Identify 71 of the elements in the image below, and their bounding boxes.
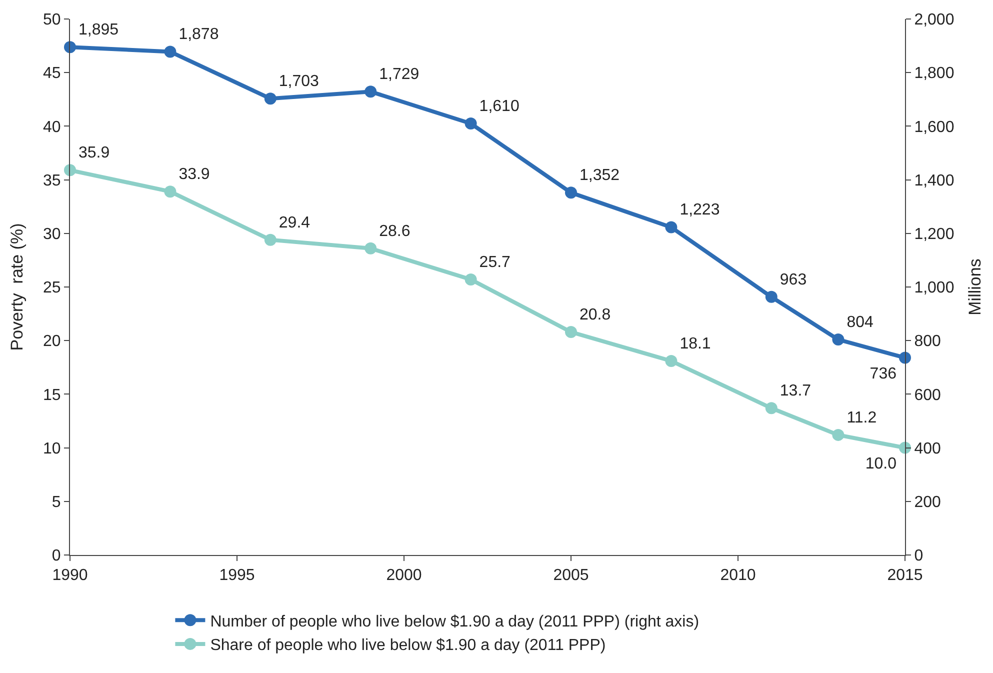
y2-tick-label: 1,600 — [914, 118, 954, 136]
data-label: 20.8 — [580, 306, 611, 324]
data-label: 29.4 — [278, 214, 310, 232]
point — [264, 92, 276, 105]
y-tick-label: 10 — [43, 440, 61, 458]
point — [565, 326, 577, 338]
y-tick-label: 50 — [43, 12, 61, 29]
y-axis-title: Poverty rate (%) — [8, 223, 27, 351]
data-label: 804 — [846, 314, 874, 332]
y-tick-label: 25 — [43, 280, 61, 297]
y-tick-label: 40 — [43, 118, 61, 136]
y-tick-label: 35 — [43, 172, 61, 190]
data-label: 1,729 — [379, 66, 420, 84]
point — [364, 242, 377, 254]
data-label: 1,610 — [479, 98, 520, 116]
legend-label: Number of people who live below $1.90 a day (2011 PPP) (right axis) — [210, 613, 700, 630]
data-label: 1,223 — [680, 202, 720, 219]
point — [264, 234, 276, 246]
data-label: 28.6 — [379, 222, 410, 240]
y2-tick-label: 1,400 — [914, 172, 954, 190]
point — [164, 46, 176, 58]
x-tick-label: 2000 — [386, 567, 422, 584]
y2-tick-label: 2,000 — [914, 12, 954, 29]
y-tick-label: 30 — [43, 226, 61, 243]
point — [765, 402, 778, 414]
y2-tick-label: 0 — [914, 548, 924, 565]
data-label: 25.7 — [479, 254, 511, 271]
y2-axis-title: Millions — [966, 258, 985, 316]
y2-tick-label: 1,800 — [914, 65, 954, 82]
data-label: 18.1 — [680, 335, 711, 352]
data-label: 963 — [780, 271, 807, 288]
point — [765, 290, 778, 303]
point — [464, 274, 477, 286]
point — [832, 334, 844, 346]
point — [665, 354, 678, 367]
point — [64, 164, 76, 176]
y-tick-label: 5 — [52, 494, 61, 511]
y2-tick-label: 600 — [914, 386, 941, 404]
x-tick-label: 2015 — [887, 567, 923, 584]
x-tick-label: 2005 — [553, 567, 589, 584]
data-label: 35.9 — [78, 144, 110, 162]
y2-tick-label: 800 — [914, 333, 941, 350]
y-tick-label: 15 — [43, 386, 61, 404]
data-label: 1,703 — [278, 73, 320, 90]
x-tick-label: 1990 — [52, 567, 88, 584]
data-label: 1,878 — [178, 26, 219, 44]
y-tick-label: 0 — [52, 548, 61, 565]
point — [565, 186, 577, 199]
data-label: 10.0 — [865, 455, 897, 472]
y-tick-label: 45 — [43, 65, 61, 82]
point — [665, 221, 678, 234]
y2-tick-label: 1,000 — [914, 280, 954, 297]
legend-label: Share of people who live below $1.90 a day (2011 PPP) — [210, 637, 606, 654]
data-label: 1,352 — [580, 167, 620, 184]
data-label: 33.9 — [178, 166, 210, 184]
data-label: 1,895 — [78, 22, 119, 39]
point — [164, 186, 176, 198]
y-tick-label: 20 — [43, 333, 61, 350]
y2-tick-label: 400 — [914, 440, 941, 458]
x-tick-label: 2010 — [720, 567, 756, 584]
y2-tick-label: 1,200 — [914, 226, 954, 243]
point — [832, 428, 844, 441]
point — [364, 86, 377, 98]
x-tick-label: 1995 — [219, 567, 255, 584]
data-label: 11.2 — [846, 409, 877, 426]
point — [464, 118, 477, 130]
y2-tick-label: 200 — [914, 494, 941, 511]
point — [64, 41, 76, 54]
data-label: 736 — [870, 365, 897, 382]
point — [899, 352, 911, 364]
data-label: 13.7 — [780, 382, 812, 400]
